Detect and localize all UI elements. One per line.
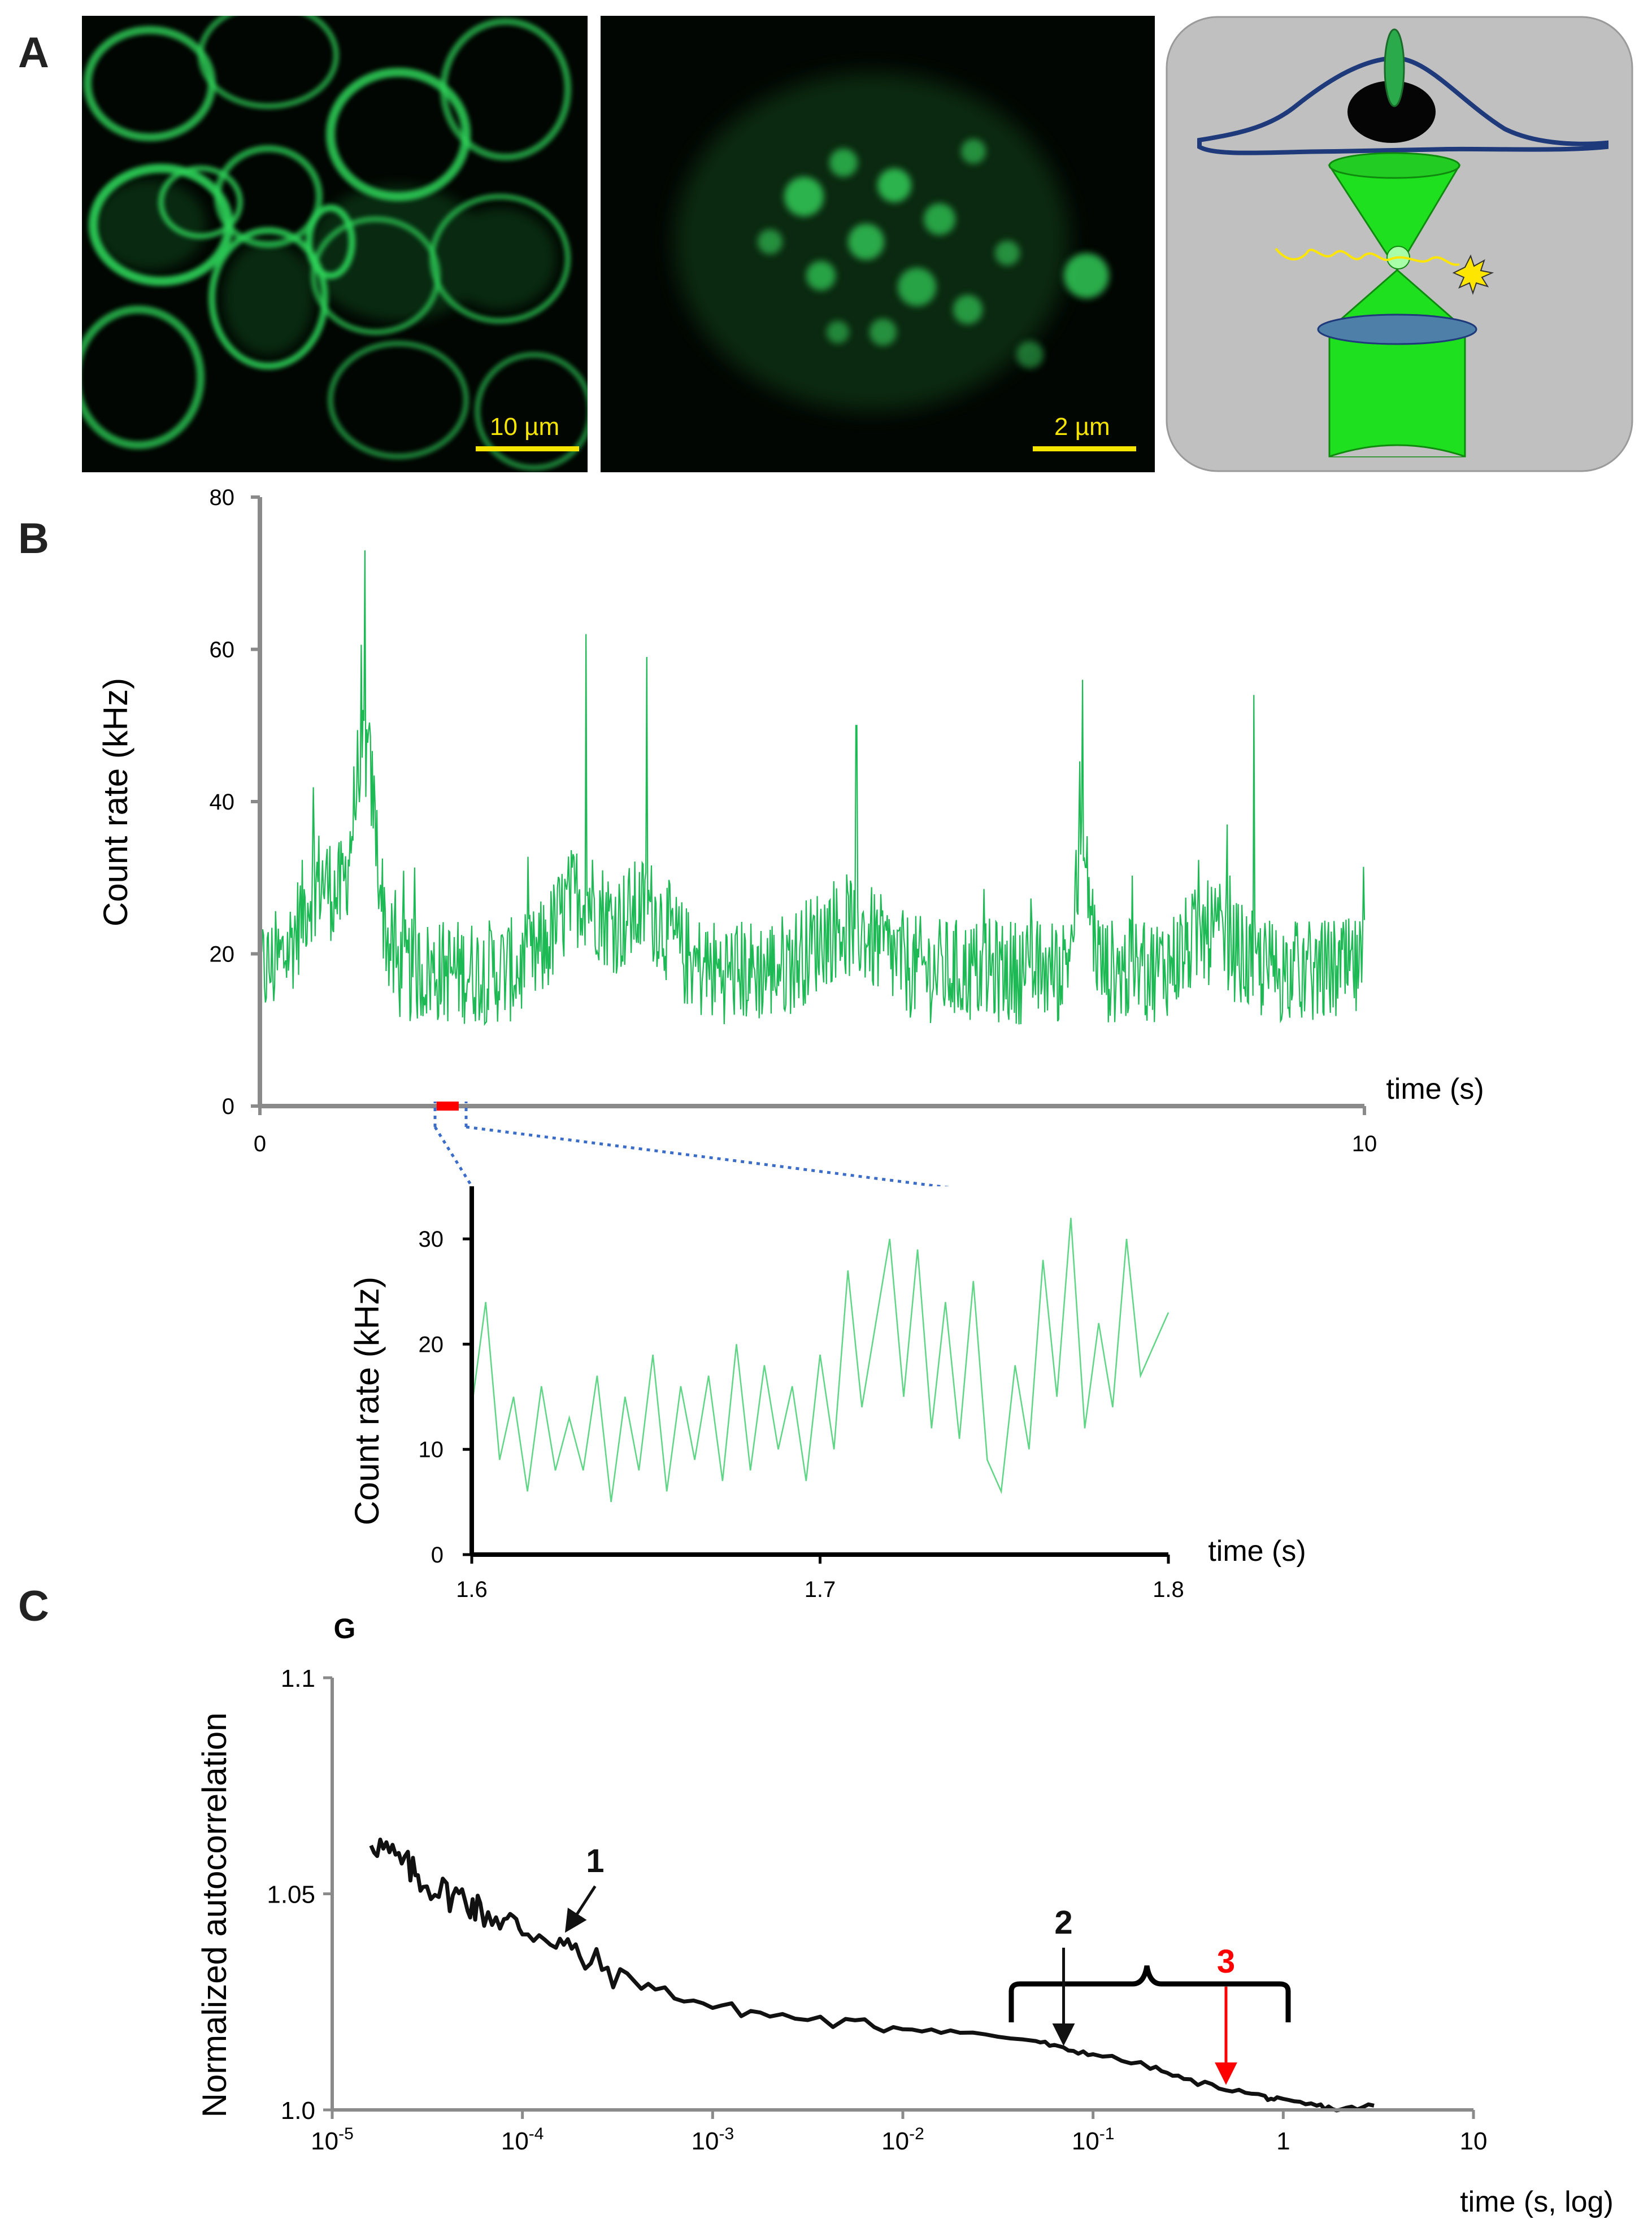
c-brace bbox=[1008, 1965, 1291, 2022]
bi-x-ticks: 1.6 1.7 1.8 bbox=[456, 1555, 1184, 1602]
b-x-tick-label: 10 bbox=[1352, 1131, 1377, 1156]
b-x-tick-label: 0 bbox=[254, 1131, 266, 1156]
micrograph-cells: 10 µm bbox=[82, 16, 588, 472]
zoom-connector-diag-right bbox=[466, 1125, 950, 1186]
objective-body bbox=[1328, 331, 1466, 458]
fluorescence-burst-icon bbox=[1452, 254, 1494, 295]
scale-label-10um: 10 µm bbox=[490, 413, 560, 441]
chart-b-inset: 0 10 20 30 1.6 1.7 1.8 time (s) Count rate (k… bbox=[348, 1186, 1306, 1602]
bi-x-label: time (s) bbox=[1208, 1535, 1306, 1568]
c-annotation-label: 3 bbox=[1217, 1943, 1235, 1980]
c-y-axis-title: G bbox=[334, 1616, 356, 1644]
c-x-tick-label: 10 bbox=[1460, 2127, 1488, 2155]
bi-series-line bbox=[471, 1217, 1170, 1503]
bi-x-tick-label: 1.6 bbox=[456, 1577, 488, 1602]
c-series-line bbox=[369, 1838, 1375, 2113]
zoom-connector-diag-left bbox=[433, 1126, 473, 1186]
objective-lens bbox=[1317, 314, 1477, 345]
c-x-tick-label: 10-4 bbox=[501, 2125, 544, 2155]
b-x-ticks: 0 10 bbox=[254, 1106, 1377, 1156]
b-y-ticks: 0 20 40 60 80 bbox=[210, 485, 260, 1119]
b-x-label: time (s) bbox=[1386, 1073, 1484, 1106]
bi-y-ticks: 0 10 20 30 bbox=[419, 1227, 472, 1568]
micrograph-zoom-svg bbox=[674, 72, 1109, 411]
bi-count-rate-trace bbox=[471, 1217, 1170, 1503]
c-annotation-label: 2 bbox=[1054, 1904, 1072, 1941]
bi-y-tick-label: 30 bbox=[419, 1227, 444, 1252]
chart-c: 1.0 1.05 1.1 10-5 10-4 10-3 10-2 10-1 1 10 G Nor… bbox=[195, 1616, 1614, 2218]
b-y-tick-label: 40 bbox=[210, 790, 235, 815]
b-y-tick-label: 20 bbox=[210, 942, 235, 967]
bi-y-label: Count rate (kHz) bbox=[348, 1277, 386, 1525]
focal-spot bbox=[1384, 28, 1405, 107]
cell-outline bbox=[1197, 55, 1608, 155]
bi-x-tick-label: 1.7 bbox=[805, 1577, 836, 1602]
bi-y-tick-label: 10 bbox=[419, 1438, 444, 1463]
c-y-ticks: 1.0 1.05 1.1 bbox=[267, 1665, 332, 2125]
b-count-rate-trace bbox=[259, 550, 1366, 1026]
c-y-tick-label: 1.1 bbox=[281, 1665, 315, 1692]
scale-bar-2um bbox=[1033, 446, 1136, 451]
b-y-label: Count rate (kHz) bbox=[97, 678, 134, 926]
chart-b-main: 0 20 40 60 80 0 10 time (s) Count rate (kHz) bbox=[97, 485, 1484, 1186]
c-x-tick-label: 10-1 bbox=[1072, 2125, 1115, 2155]
b-y-tick-label: 60 bbox=[210, 638, 235, 663]
b-series-line bbox=[259, 550, 1366, 1026]
c-y-tick-label: 1.0 bbox=[281, 2097, 315, 2125]
c-x-tick-label: 10-3 bbox=[692, 2125, 734, 2155]
scale-label-2um: 2 µm bbox=[1054, 413, 1110, 441]
c-y-tick-label: 1.05 bbox=[267, 1881, 315, 1909]
panel-label-a: A bbox=[18, 29, 49, 77]
b-y-tick-label: 80 bbox=[210, 485, 235, 510]
micrograph-cells-svg bbox=[82, 16, 588, 471]
cell-nucleus bbox=[1347, 81, 1436, 143]
c-x-ticks: 10-5 10-4 10-3 10-2 10-1 1 10 bbox=[311, 2110, 1487, 2155]
bi-y-tick-label: 20 bbox=[419, 1332, 444, 1357]
c-x-tick-label: 10-2 bbox=[881, 2125, 924, 2155]
panel-label-c: C bbox=[18, 1582, 49, 1630]
bi-x-tick-label: 1.8 bbox=[1153, 1577, 1184, 1602]
c-y-label: Normalized autocorrelation bbox=[195, 1712, 233, 2117]
confocal-schematic bbox=[1166, 16, 1633, 472]
scale-bar-10um bbox=[476, 446, 579, 451]
diffusion-trace bbox=[1275, 247, 1460, 266]
b-y-tick-label: 0 bbox=[222, 1094, 234, 1119]
b-zoom-region bbox=[436, 1102, 459, 1111]
panel-label-b: B bbox=[18, 515, 49, 563]
c-x-label: time (s, log) bbox=[1460, 2186, 1614, 2218]
micrograph-zoom: 2 µm bbox=[601, 16, 1155, 472]
bi-y-tick-label: 0 bbox=[431, 1543, 444, 1568]
c-x-tick-label: 10-5 bbox=[311, 2125, 354, 2155]
c-autocorrelation-curve bbox=[369, 1838, 1375, 2113]
c-annotation-label: 1 bbox=[586, 1843, 604, 1879]
c-x-tick-label: 1 bbox=[1276, 2127, 1290, 2155]
c-annotation-arrow bbox=[564, 1885, 597, 1933]
schematic-svg bbox=[1166, 16, 1633, 472]
c-annotations: 1 2 3 bbox=[564, 1843, 1237, 2085]
